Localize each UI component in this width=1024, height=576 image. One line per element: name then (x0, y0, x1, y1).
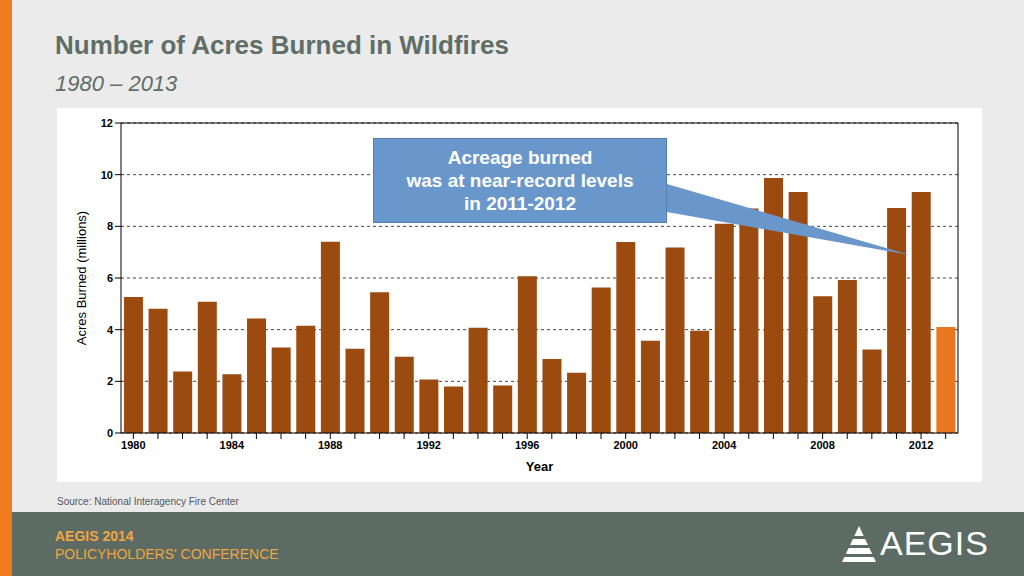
svg-text:2012: 2012 (909, 439, 933, 451)
html-text:Source: National Interagency F: Source: National Interagency Fire Center (57, 496, 239, 507)
html-text:AEGIS 2014: AEGIS 2014 (55, 528, 134, 544)
svg-text:0: 0 (107, 427, 113, 439)
svg-text:2000: 2000 (613, 439, 637, 451)
svg-text:6: 6 (107, 272, 113, 284)
html-text:in 2011-2012: in 2011-2012 (464, 193, 576, 214)
svg-text:8: 8 (107, 220, 113, 232)
svg-text:Year: Year (526, 459, 553, 474)
svg-text:4: 4 (107, 324, 114, 336)
svg-text:1988: 1988 (318, 439, 342, 451)
svg-text:10: 10 (101, 169, 113, 181)
html-text:Number of Acres Burned in Wild: Number of Acres Burned in Wildfires (55, 30, 509, 60)
svg-text:2: 2 (107, 375, 113, 387)
html-text:POLICYHOLDERS' CONFERENCE: POLICYHOLDERS' CONFERENCE (55, 546, 279, 562)
svg-text:1984: 1984 (220, 439, 245, 451)
svg-text:2004: 2004 (712, 439, 737, 451)
html-text:was at near-record levels: was at near-record levels (406, 170, 634, 191)
svg-text:Acres Burned (millions): Acres Burned (millions) (74, 211, 89, 345)
svg-text:12: 12 (101, 117, 113, 129)
svg-text:1996: 1996 (515, 439, 539, 451)
html-text:Acreage burned: Acreage burned (447, 147, 593, 168)
html-text:1980 – 2013: 1980 – 2013 (55, 71, 178, 96)
svg-text:1980: 1980 (121, 439, 145, 451)
html-text:AEGIS: AEGIS (880, 524, 989, 562)
svg-text:2008: 2008 (810, 439, 834, 451)
svg-text:1992: 1992 (416, 439, 440, 451)
